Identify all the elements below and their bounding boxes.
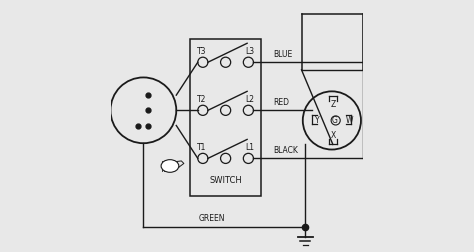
Text: BLACK: BLACK	[273, 145, 299, 154]
Ellipse shape	[161, 160, 179, 173]
Text: L2: L2	[245, 94, 254, 103]
Text: L3: L3	[245, 46, 254, 55]
Text: GREEN: GREEN	[199, 213, 226, 222]
Text: L1: L1	[245, 142, 254, 151]
Bar	[190, 40, 261, 197]
Text: SWITCH: SWITCH	[209, 175, 242, 184]
Text: BLUE: BLUE	[273, 49, 293, 58]
Text: T2: T2	[197, 94, 206, 103]
Text: Z: Z	[330, 100, 336, 109]
Text: T3: T3	[197, 46, 206, 55]
Text: Y: Y	[315, 115, 319, 124]
Text: W: W	[346, 115, 353, 124]
Text: X: X	[330, 130, 336, 139]
Text: G: G	[331, 115, 337, 124]
Text: RED: RED	[273, 97, 290, 106]
Text: T1: T1	[197, 142, 206, 151]
